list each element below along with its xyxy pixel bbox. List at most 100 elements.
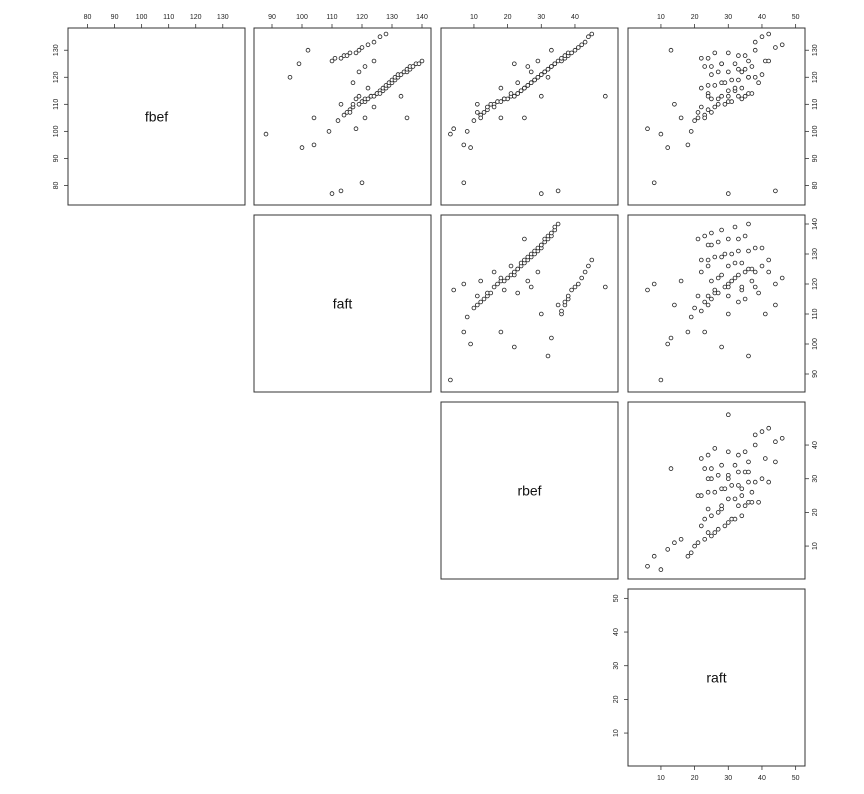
x-tick-label-fbef: 90 [111, 14, 119, 21]
diagonal-label-rbef: rbef [517, 483, 541, 499]
point-fbef-vs-raft [736, 93, 741, 99]
point-faft-vs-rbef [515, 266, 520, 272]
point-faft-vs-raft [705, 302, 711, 308]
y-tick-label-fbef: 100 [812, 125, 819, 137]
x-tick-label-rbef: 20 [504, 14, 512, 21]
point-rbef-vs-raft [773, 459, 778, 465]
point-fbef-vs-faft [371, 39, 377, 45]
point-fbef-vs-raft [729, 77, 734, 83]
point-rbef-vs-raft [719, 462, 724, 468]
point-fbef-vs-rbef [474, 110, 480, 115]
point-faft-vs-raft [766, 269, 771, 275]
y-tick-label-raft: 10 [613, 729, 620, 737]
y-tick-label-rbef: 40 [812, 441, 819, 449]
point-faft-vs-raft [725, 293, 731, 299]
point-rbef-vs-raft [665, 547, 670, 552]
point-fbef-vs-raft [729, 99, 734, 104]
panels-layer [67, 27, 806, 767]
point-fbef-vs-raft [749, 64, 755, 69]
point-fbef-vs-raft [698, 55, 704, 61]
point-fbef-vs-rbef [511, 61, 517, 67]
panel-fbef-fbef [67, 27, 246, 206]
point-fbef-vs-raft [773, 188, 778, 194]
point-faft-vs-raft [645, 287, 650, 293]
point-rbef-vs-raft [739, 486, 745, 492]
y-tick-label-faft: 140 [812, 218, 819, 230]
point-faft-vs-raft [715, 275, 721, 281]
point-fbef-vs-rbef [511, 93, 517, 99]
point-fbef-vs-rbef [525, 83, 531, 88]
point-faft-vs-raft [752, 245, 758, 251]
point-rbef-vs-raft [658, 567, 664, 572]
point-rbef-vs-raft [752, 432, 758, 438]
point-rbef-vs-raft [695, 540, 701, 545]
point-faft-vs-raft [725, 236, 731, 242]
point-fbef-vs-raft [658, 131, 664, 137]
point-faft-vs-raft [759, 263, 765, 269]
point-faft-vs-rbef [468, 341, 473, 347]
point-rbef-vs-raft [692, 543, 697, 549]
x-tick-label-raft: 50 [792, 775, 800, 782]
point-faft-vs-raft [665, 341, 670, 347]
point-faft-vs-raft [719, 344, 724, 350]
point-fbef-vs-rbef [474, 102, 480, 107]
point-faft-vs-raft [773, 302, 778, 308]
point-fbef-vs-faft [356, 102, 362, 107]
point-fbef-vs-raft [705, 107, 711, 112]
x-tick-label-faft: 140 [416, 14, 428, 21]
point-faft-vs-raft [725, 284, 731, 290]
y-tick-label-fbef: 80 [812, 181, 819, 189]
point-fbef-vs-raft [665, 145, 670, 150]
point-fbef-vs-raft [712, 104, 718, 110]
point-fbef-vs-raft [736, 77, 741, 83]
x-tick-label-raft: 50 [792, 14, 800, 21]
point-fbef-vs-raft [672, 102, 677, 107]
point-fbef-vs-faft [371, 58, 377, 64]
point-fbef-vs-rbef [538, 191, 544, 196]
point-fbef-vs-raft [695, 115, 701, 121]
point-faft-vs-raft [732, 224, 738, 230]
point-fbef-vs-faft [383, 31, 389, 37]
point-faft-vs-raft [709, 296, 714, 302]
point-faft-vs-rbef [555, 221, 561, 227]
point-faft-vs-rbef [478, 299, 484, 305]
y-tick-label-faft: 130 [812, 248, 819, 260]
point-faft-vs-raft [672, 302, 677, 308]
y-tick-label-fbef: 120 [812, 71, 819, 83]
point-rbef-vs-raft [725, 412, 731, 418]
point-faft-vs-rbef [528, 284, 534, 290]
point-fbef-vs-raft [722, 102, 728, 107]
point-fbef-vs-faft [311, 142, 317, 148]
x-tick-label-fbef: 130 [217, 14, 229, 21]
point-fbef-vs-faft [365, 42, 371, 48]
point-faft-vs-raft [715, 239, 721, 245]
point-rbef-vs-raft [732, 462, 738, 468]
point-faft-vs-raft [762, 311, 768, 317]
x-tick-label-faft: 130 [386, 14, 398, 21]
point-faft-vs-rbef [495, 281, 500, 287]
point-faft-vs-rbef [464, 314, 470, 320]
point-rbef-vs-raft [672, 540, 677, 545]
point-fbef-vs-faft [338, 102, 344, 107]
point-fbef-vs-raft [766, 58, 771, 64]
point-fbef-vs-rbef [569, 50, 574, 56]
point-fbef-vs-raft [742, 53, 748, 58]
point-faft-vs-raft [685, 329, 691, 335]
x-tick-label-faft: 100 [296, 14, 308, 21]
y-tick-label-fbef: 110 [53, 99, 60, 110]
point-faft-vs-raft [746, 221, 751, 227]
point-fbef-vs-rbef [525, 64, 531, 69]
point-faft-vs-rbef [474, 302, 480, 308]
point-faft-vs-rbef [575, 281, 581, 287]
point-fbef-vs-raft [722, 80, 728, 85]
panel-fbef-rbef [440, 27, 619, 206]
point-fbef-vs-raft [698, 85, 704, 91]
point-fbef-vs-rbef [528, 69, 534, 75]
point-fbef-vs-faft [332, 55, 338, 61]
point-fbef-vs-rbef [545, 66, 551, 72]
point-fbef-vs-faft [359, 180, 365, 186]
point-faft-vs-raft [736, 272, 741, 278]
point-rbef-vs-raft [752, 479, 758, 485]
point-faft-vs-raft [715, 290, 721, 296]
